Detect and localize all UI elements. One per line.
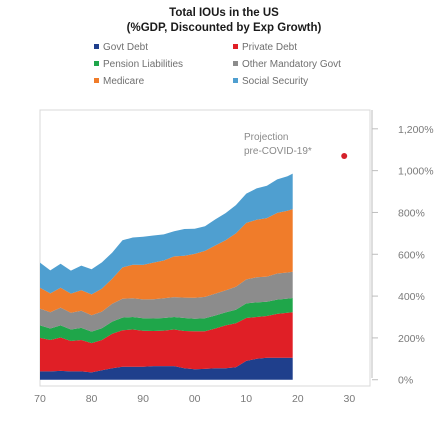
y-tick-label: 400% bbox=[398, 291, 425, 303]
legend-item-social-security: Social Security bbox=[233, 76, 308, 87]
x-tick-label: 80 bbox=[86, 393, 98, 405]
area-series-medicare bbox=[40, 209, 293, 316]
legend-item-private-debt: Private Debt bbox=[233, 42, 297, 53]
legend-item-govt-debt: Govt Debt bbox=[94, 42, 148, 53]
legend-label: Pension Liabilities bbox=[103, 59, 184, 70]
x-axis: 70 80 90 00 10 20 30 bbox=[34, 393, 355, 405]
area-series-social-security bbox=[40, 173, 293, 295]
x-tick-label: 90 bbox=[137, 393, 149, 405]
area-layers bbox=[40, 173, 293, 380]
x-tick-label: 10 bbox=[240, 393, 252, 405]
area-series-other-mandatory-govt bbox=[40, 271, 293, 332]
legend-swatch-icon bbox=[233, 78, 238, 83]
legend-swatch-icon bbox=[233, 44, 238, 49]
legend-label: Govt Debt bbox=[103, 42, 149, 53]
y-tick-label: 800% bbox=[398, 207, 425, 219]
legend-swatch-icon bbox=[94, 78, 99, 83]
area-series-pension-liabilities bbox=[40, 298, 293, 344]
x-tick-label: 70 bbox=[34, 393, 46, 405]
legend-label: Medicare bbox=[103, 76, 145, 87]
legend-item-pension-liabilities: Pension Liabilities bbox=[94, 59, 183, 70]
area-series-govt-debt bbox=[40, 357, 293, 380]
legend-label: Social Security bbox=[242, 76, 309, 87]
area-series-private-debt bbox=[40, 312, 293, 373]
y-tick-label: 600% bbox=[398, 249, 425, 261]
projection-annotation: pre-COVID-19* bbox=[244, 146, 312, 157]
legend-swatch-icon bbox=[233, 61, 238, 66]
chart-title: Total IOUs in the US bbox=[169, 7, 279, 19]
plot-frame bbox=[39, 109, 371, 387]
y-tick-label: 1,200% bbox=[398, 124, 434, 136]
projection-annotation: Projection bbox=[244, 132, 288, 143]
x-tick-label: 20 bbox=[292, 393, 304, 405]
legend-swatch-icon bbox=[94, 44, 99, 49]
legend-label: Private Debt bbox=[242, 42, 298, 53]
legend-item-other-mandatory-govt: Other Mandatory Govt bbox=[233, 59, 341, 70]
y-tick-label: 1,000% bbox=[398, 166, 434, 178]
x-tick-label: 00 bbox=[189, 393, 201, 405]
y-axis: 0% 200% 400% 600% 800% 1,000% 1,200% bbox=[372, 124, 434, 387]
y-tick-label: 200% bbox=[398, 333, 425, 345]
legend-label: Other Mandatory Govt bbox=[242, 59, 341, 70]
legend-swatch-icon bbox=[94, 61, 99, 66]
chart-subtitle: (%GDP, Discounted by Exp Growth) bbox=[126, 22, 322, 34]
legend-item-medicare: Medicare bbox=[94, 76, 144, 87]
y-tick-label: 0% bbox=[398, 375, 413, 387]
x-tick-label: 30 bbox=[344, 393, 356, 405]
projection-point bbox=[341, 153, 348, 159]
